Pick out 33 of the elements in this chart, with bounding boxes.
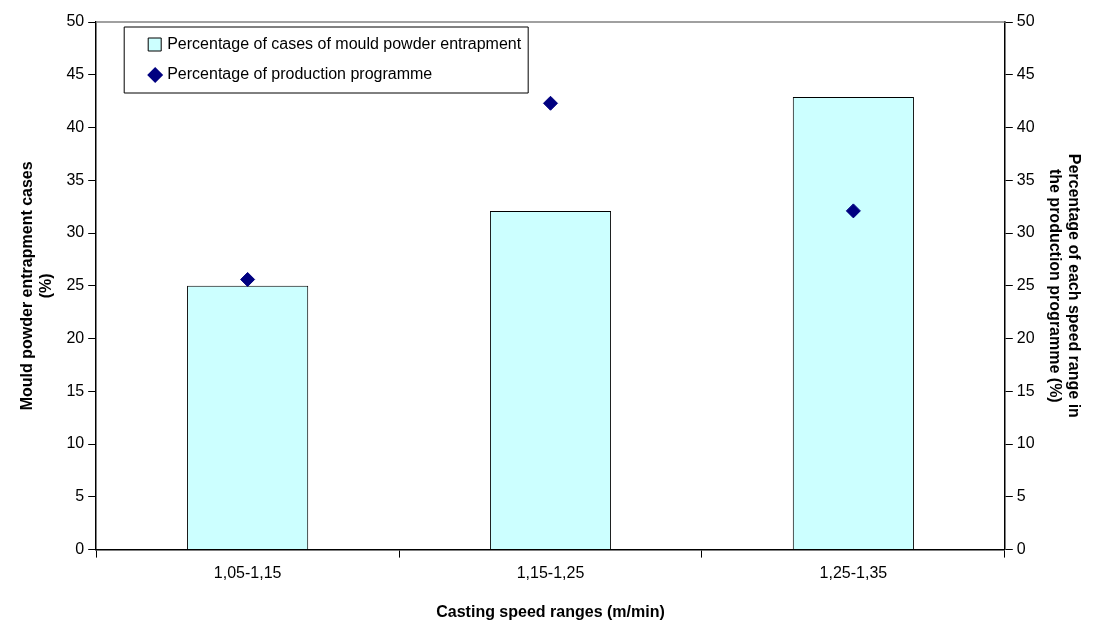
- legend-label: Percentage of cases of mould powder entrapment: [167, 35, 522, 53]
- y2-tick-label: 0: [1016, 540, 1026, 558]
- point: [845, 203, 861, 219]
- x-axis-title: Casting speed ranges (m/min): [436, 602, 665, 620]
- y-tick-label: 15: [66, 381, 85, 399]
- y-tick-label: 20: [66, 328, 85, 346]
- y-tick-label: 35: [66, 170, 85, 188]
- y-tick-label: 40: [66, 117, 85, 135]
- y2-axis-title: Percentage of each speed range in the production programme (%): [1046, 153, 1083, 418]
- legend-label: Percentage of production programme: [167, 65, 433, 83]
- y-tick-label: 25: [66, 276, 85, 294]
- y-tick-label: 10: [66, 434, 85, 452]
- y2-tick-label: 20: [1016, 328, 1035, 346]
- point: [240, 271, 256, 287]
- y2-tick-label: 10: [1016, 434, 1035, 452]
- y2-tick-label: 45: [1016, 65, 1035, 83]
- x-tick-label: 1,25-1,35: [819, 563, 888, 581]
- y2-tick-label: 25: [1016, 276, 1035, 294]
- x-tick-label: 1,15-1,25: [516, 563, 585, 581]
- y2-tick-label: 5: [1016, 487, 1026, 505]
- y-tick-label: 5: [75, 487, 85, 505]
- y2-tick-label: 30: [1016, 223, 1035, 241]
- y-axis-title: Mould powder entrapment cases (%): [18, 161, 55, 411]
- x-tick-label: 1,05-1,15: [213, 563, 282, 581]
- y-tick-label: 30: [66, 223, 85, 241]
- y2-tick-label: 35: [1016, 170, 1035, 188]
- y2-tick-label: 50: [1016, 12, 1035, 30]
- y-tick-label: 50: [66, 12, 85, 30]
- y-tick-label: 45: [66, 65, 85, 83]
- y-tick-label: 0: [75, 540, 85, 558]
- y2-tick-label: 40: [1016, 117, 1035, 135]
- point: [543, 95, 558, 111]
- y2-tick-label: 15: [1016, 381, 1035, 399]
